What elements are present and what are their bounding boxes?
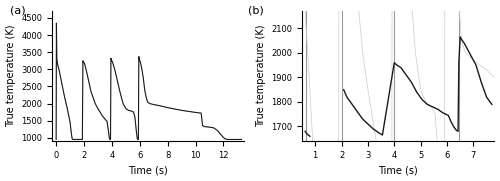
Text: (a): (a) [10, 6, 26, 16]
X-axis label: Time (s): Time (s) [378, 165, 418, 175]
X-axis label: Time (s): Time (s) [128, 165, 168, 175]
Text: (b): (b) [248, 6, 264, 16]
Y-axis label: True temperature (K): True temperature (K) [256, 25, 266, 127]
Y-axis label: True temperature (K): True temperature (K) [6, 25, 16, 127]
